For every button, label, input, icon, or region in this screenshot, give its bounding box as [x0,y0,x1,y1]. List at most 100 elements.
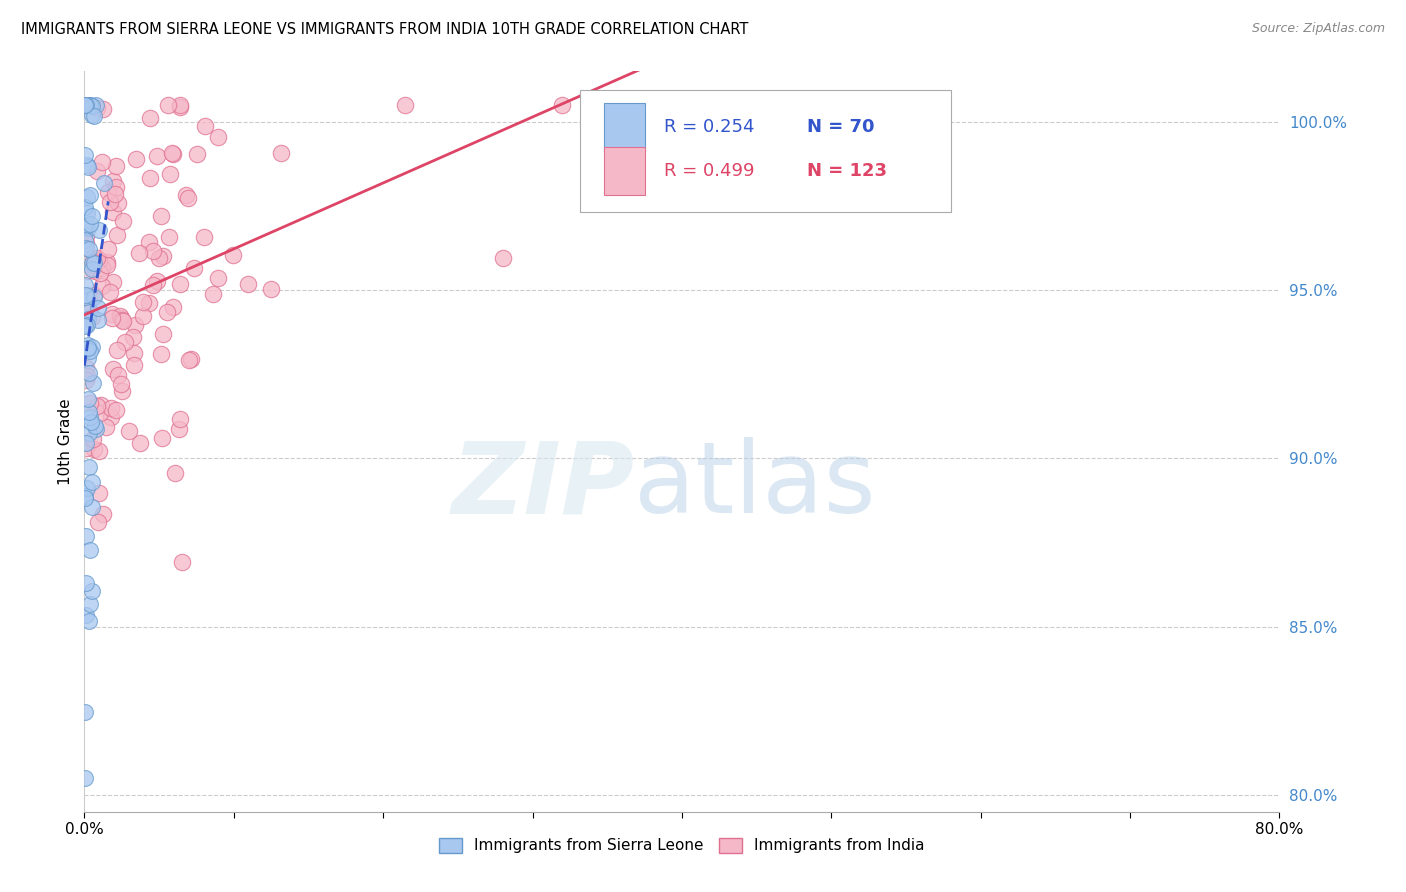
Point [236,277,259,292]
Point [222,248,245,262]
Point [128,246,150,260]
Text: atlas: atlas [634,437,876,534]
Point [177,353,200,368]
Point [90,261,112,276]
Point [159,167,181,181]
Point [80,209,103,223]
Point [77,460,100,475]
Point [101,173,124,187]
Point [107,227,129,242]
Point [91,507,114,521]
Point [83,109,105,123]
Point [75,264,97,278]
Point [97,185,120,199]
Point [82,432,104,446]
Point [96,254,118,268]
Point [75,200,97,214]
Point [107,196,129,211]
Point [76,338,98,352]
Point [75,608,97,623]
Point [89,253,111,268]
Point [76,205,98,219]
Point [111,313,134,327]
Point [73,491,96,505]
Point [73,98,96,112]
Point [76,158,98,172]
Point [77,289,100,303]
Point [77,614,100,628]
Point [89,266,111,280]
FancyBboxPatch shape [581,90,950,212]
Point [79,344,101,359]
Point [83,290,105,304]
Point [132,294,155,309]
Point [79,98,101,112]
Point [169,98,191,112]
Point [148,252,170,266]
Point [75,442,97,456]
Point [75,372,97,386]
Point [76,312,98,326]
Point [91,102,114,116]
Point [103,187,125,202]
Point [100,311,122,326]
Text: ZIP: ZIP [451,437,634,534]
Point [77,392,100,406]
Point [89,485,111,500]
Point [73,148,96,162]
Point [180,352,202,367]
Point [98,194,121,209]
Point [139,171,162,186]
Point [107,368,129,382]
Point [75,228,97,243]
Point [142,244,165,258]
Point [207,130,229,145]
Point [94,419,117,434]
Point [75,575,97,590]
Point [110,311,132,326]
Point [73,489,96,503]
Point [105,403,128,417]
Point [86,422,108,436]
Point [77,405,100,419]
Point [87,312,110,326]
Point [87,223,110,237]
Point [167,422,190,436]
Point [101,362,124,376]
Point [114,335,136,350]
Point [86,164,108,178]
Point [87,515,110,529]
Point [169,411,191,425]
Text: N = 123: N = 123 [807,162,887,180]
Point [76,221,98,235]
Point [79,409,101,424]
Point [122,345,145,359]
Point [91,155,114,169]
Point [83,287,105,301]
Point [82,340,104,354]
Point [73,318,96,333]
Point [139,112,162,126]
Point [162,147,184,161]
Point [80,99,103,113]
Point [156,98,179,112]
Point [174,188,197,202]
Point [80,415,103,429]
Point [83,256,105,270]
Point [75,98,97,112]
Point [149,347,172,361]
Point [86,101,108,115]
Point [77,366,100,380]
Point [79,98,101,112]
Point [79,218,101,232]
Point [142,277,165,292]
Point [97,242,120,256]
Text: R = 0.254: R = 0.254 [664,118,755,136]
Point [83,254,105,268]
Point [91,278,114,293]
Point [122,358,145,372]
Bar [605,147,645,195]
Point [105,343,128,357]
Point [150,431,173,445]
Point [87,301,110,315]
